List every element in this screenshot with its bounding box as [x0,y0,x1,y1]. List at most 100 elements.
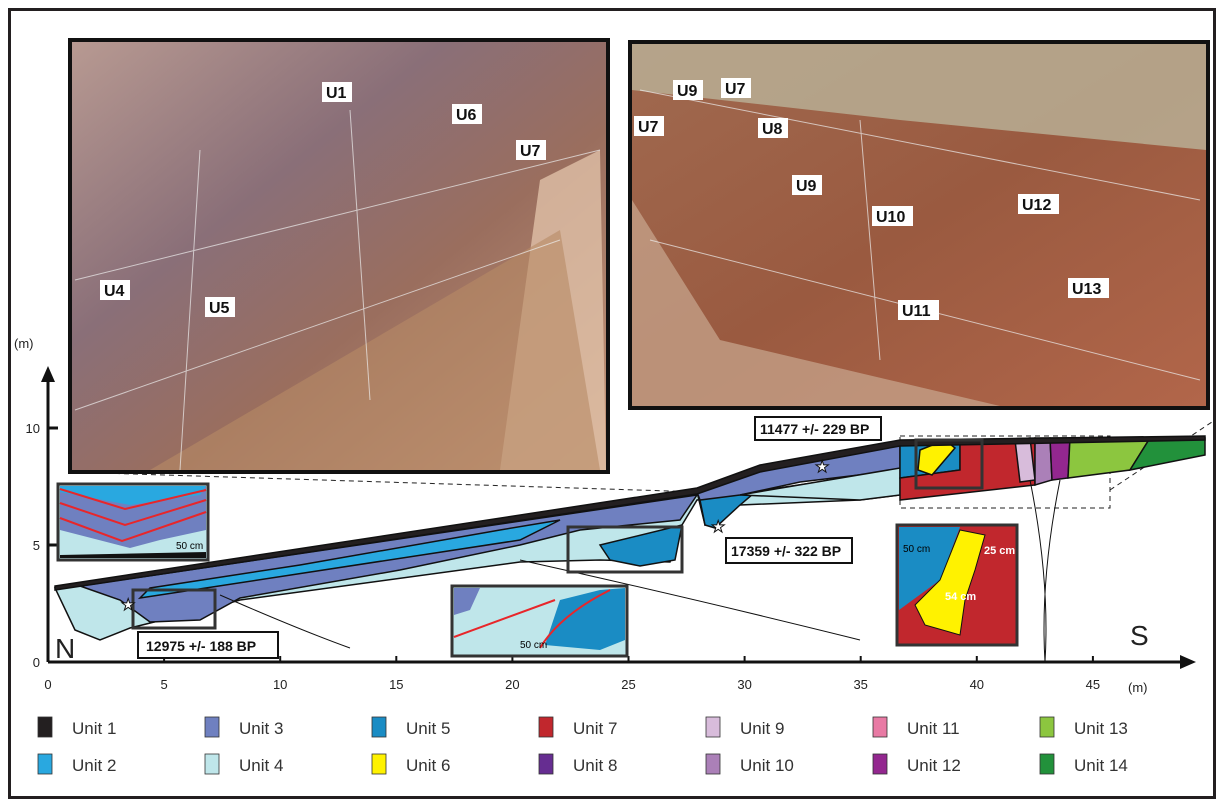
legend-swatch [538,716,554,738]
x-tick-label: 35 [853,677,867,692]
photo-label-bg [452,104,482,124]
legend-label: Unit 12 [907,756,961,775]
photo-unit-label: U7 [725,81,746,98]
legend-label: Unit 1 [72,719,116,738]
legend-swatch [204,753,220,775]
legend-label: Unit 4 [239,756,283,775]
photo-label-bg [721,78,751,98]
photo-label-bg [792,175,822,195]
north-label: N [55,633,75,664]
legend-swatch [37,716,53,738]
date-label-2: 17359 +/- 322 BP [731,543,841,559]
legend-swatch [204,716,220,738]
date-label-3: 11477 +/- 229 BP [760,421,869,437]
photo-unit-label: U7 [638,119,659,136]
unit-2-band [137,519,561,600]
axis-ticks: 0 5 10 15 20 25 30 35 40 45 0 5 10 [26,421,1101,692]
legend-swatch [872,716,888,738]
legend-label: Unit 5 [406,719,450,738]
right-photo-labels: U9 U7 U7 U8 U9 U10 U12 U11 U13 [634,78,1109,320]
inset-middle-scale: 50 cm [520,640,547,651]
legend-swatch [538,753,554,775]
measure-25cm: 25 cm [984,545,1015,557]
photo-unit-label: U13 [1072,281,1101,298]
photo-unit-label: U10 [876,209,905,226]
x-axis-unit: (m) [1128,680,1148,695]
sample-star-icon: ★ [711,519,725,536]
photo-unit-label: U8 [762,121,783,138]
photo-label-bg [634,116,664,136]
sample-star-icon: ★ [121,597,135,614]
sample-star-icon: ★ [815,459,829,476]
photo-label-bg [1068,278,1109,298]
inset-middle: 50 cm [450,584,629,658]
photo-unit-label: U5 [209,300,230,317]
legend-swatch [705,753,721,775]
legend-swatch [371,716,387,738]
figure-frame [8,8,1216,799]
y-tick-label: 10 [26,421,40,436]
right-trench-photo [628,40,1210,410]
legend-label: Unit 13 [1074,719,1128,738]
legend-label: Unit 10 [740,756,794,775]
photo-unit-label: U6 [456,107,477,124]
photo-unit-label: U4 [104,283,125,300]
photo-label-bg [205,297,235,317]
legend: Unit 1 Unit 2 Unit 3 Unit 4 Unit 5 Unit 6 Unit… [37,716,1128,775]
photo-unit-label: U9 [677,83,698,100]
photo-unit-label: U1 [326,85,347,102]
unit-12-wedge [1049,437,1071,481]
legend-label: Unit 6 [406,756,450,775]
x-tick-label: 30 [737,677,751,692]
inset-right: 50 cm 25 cm 54 cm [895,523,1019,647]
inset-left: 50 cm [56,482,210,562]
legend-swatch [705,716,721,738]
zoom-boxes [131,438,984,630]
legend-swatch [1039,716,1055,738]
photo-label-bg [516,140,546,160]
y-tick-label: 0 [33,655,40,670]
date-labels: 12975 +/- 188 BP 17359 +/- 322 BP 11477 … [121,416,882,659]
date-label-1: 12975 +/- 188 BP [146,638,256,654]
legend-swatch [37,753,53,775]
measure-54cm: 54 cm [945,591,976,603]
x-tick-label: 10 [273,677,287,692]
x-tick-label: 45 [1086,677,1100,692]
photo-unit-label: U11 [902,303,931,320]
x-tick-label: 0 [44,677,51,692]
south-label: S [1130,620,1149,651]
left-photo-labels: U1 U6 U7 U4 U5 [100,82,546,317]
legend-swatch [371,753,387,775]
photo-label-bg [898,300,939,320]
unit-1-cover [54,435,1206,591]
cross-section-profile [53,435,1206,641]
legend-swatch [872,753,888,775]
photo-label-bg [758,118,788,138]
x-tick-label: 15 [389,677,403,692]
legend-label: Unit 8 [573,756,617,775]
x-tick-label: 20 [505,677,519,692]
legend-label: Unit 3 [239,719,283,738]
y-axis-unit: (m) [14,336,34,351]
x-tick-label: 5 [160,677,167,692]
unit-10-wedge [1034,437,1053,487]
legend-label: Unit 11 [907,719,960,738]
photo-label-bg [100,280,130,300]
photo-unit-label: U12 [1022,197,1051,214]
photo-label-bg [1018,194,1059,214]
inset-left-scale: 50 cm [176,541,203,552]
photo-label-bg [872,206,913,226]
left-trench-photo [68,38,610,474]
legend-label: Unit 14 [1074,756,1128,775]
photo-unit-label: U7 [520,143,541,160]
legend-label: Unit 9 [740,719,784,738]
legend-label: Unit 2 [72,756,116,775]
photo-unit-label: U9 [796,178,817,195]
inset-right-scale: 50 cm [903,544,930,555]
x-tick-label: 40 [970,677,984,692]
x-tick-label: 25 [621,677,635,692]
y-tick-label: 5 [33,538,40,553]
legend-swatch [1039,753,1055,775]
